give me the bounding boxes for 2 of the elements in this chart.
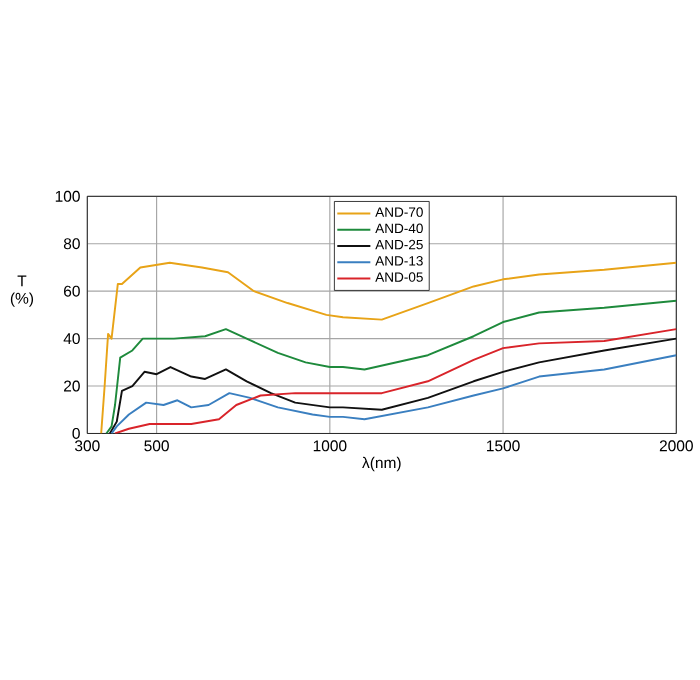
line-series	[105, 299, 677, 434]
line-series	[110, 354, 677, 434]
